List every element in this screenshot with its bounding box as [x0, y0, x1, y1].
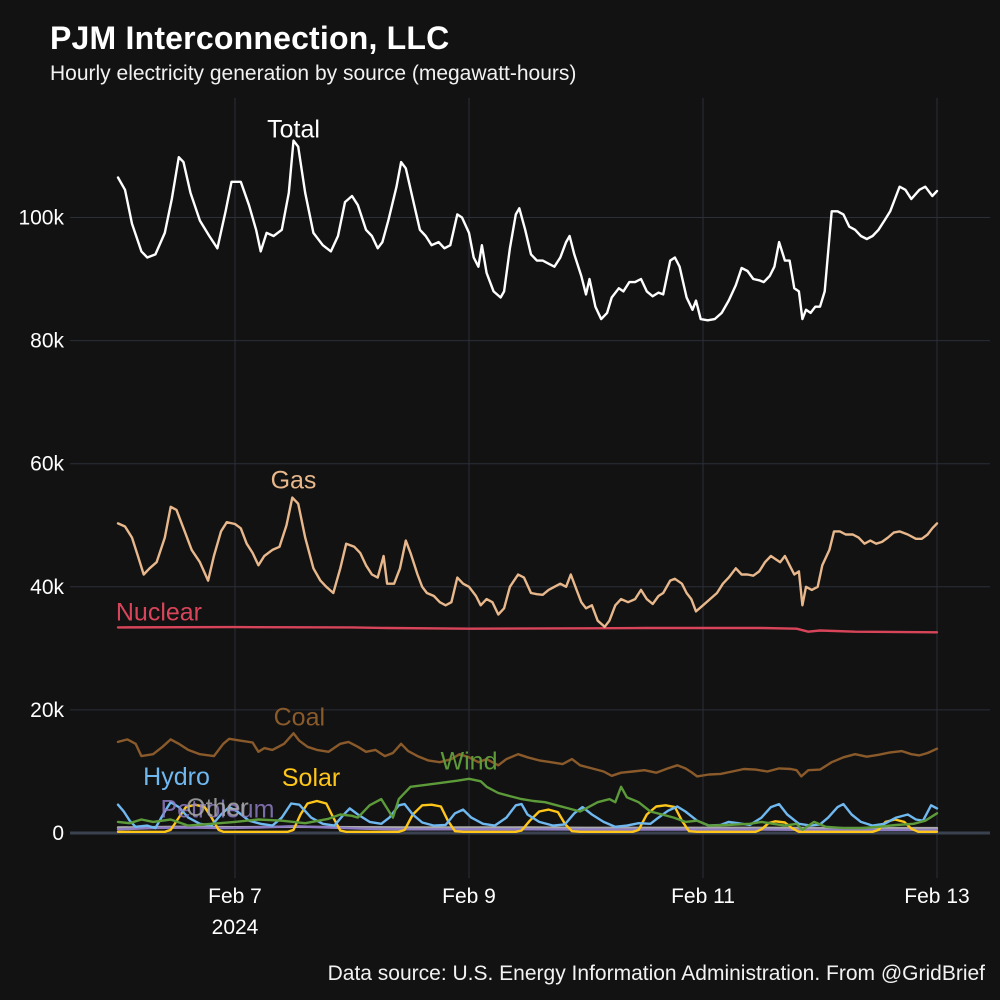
series-label-gas: Gas — [271, 466, 317, 494]
y-tick-label: 20k — [30, 699, 64, 722]
series-label-solar: Solar — [282, 764, 340, 792]
series-label-layer: Total Gas Nuclear Coal Wind Hydro Solar Petrole… — [116, 115, 498, 823]
y-tick-label: 100k — [18, 207, 64, 230]
series-line-gas — [116, 496, 939, 628]
series-label-hydro: Hydro — [143, 763, 210, 791]
x-tick-label: Feb 9 — [442, 885, 496, 908]
grid-layer — [70, 98, 990, 878]
series-label-nuclear: Nuclear — [116, 599, 202, 627]
series-label-total: Total — [267, 115, 320, 143]
series-line-total — [116, 139, 939, 322]
series-line-coal — [116, 732, 939, 778]
y-tick-label: 60k — [30, 453, 64, 476]
series-label-other: Other — [186, 794, 249, 822]
series-label-wind: Wind — [441, 748, 498, 776]
series-label-coal: Coal — [274, 703, 325, 731]
data-source-caption: Data source: U.S. Energy Information Adm… — [327, 962, 985, 985]
x-tick-sublabel: 2024 — [212, 916, 259, 939]
x-tick-label: Feb 11 — [671, 885, 735, 908]
chart-subtitle: Hourly electricity generation by source … — [50, 62, 577, 85]
axis-layer: 0 20k 40k 60k 80k 100k Feb 7 2024 Feb 9 Feb 11 Feb… — [18, 207, 969, 940]
x-tick-label: Feb 7 — [208, 885, 262, 908]
series-label-petroleum: Petroleum — [160, 796, 274, 824]
y-tick-label: 80k — [30, 330, 64, 353]
series-line-wind — [116, 777, 939, 832]
series-layer — [116, 139, 939, 833]
series-line-solar — [116, 799, 939, 833]
y-tick-label: 0 — [52, 822, 64, 845]
x-tick-label: Feb 13 — [904, 885, 969, 908]
chart-title: PJM Interconnection, LLC — [50, 20, 450, 56]
series-line-nuclear — [116, 625, 939, 634]
y-tick-label: 40k — [30, 576, 64, 599]
